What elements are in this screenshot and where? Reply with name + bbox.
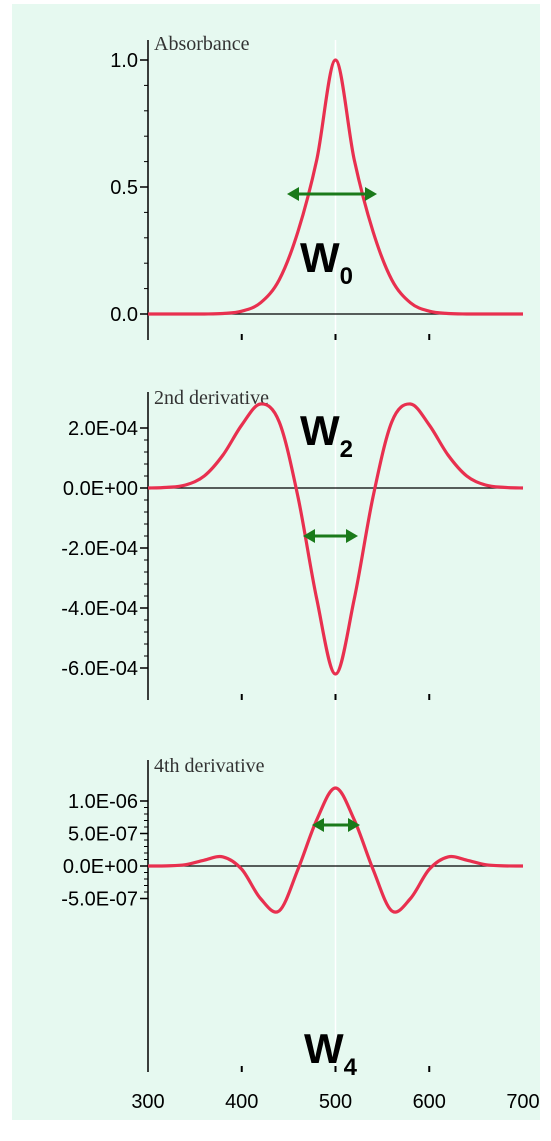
y-tick-label: 5.0E-07: [68, 824, 138, 846]
y-tick-label: -4.0E-04: [61, 598, 138, 620]
width-arrow: [287, 187, 377, 201]
arrow-head-left: [312, 818, 324, 832]
y-tick-label: -6.0E-04: [61, 658, 138, 680]
spectrum-curve: [147, 402, 524, 676]
y-tick-label: 0.0E+00: [63, 856, 138, 878]
spectrum-curve: [148, 58, 523, 316]
arrow-head-right: [365, 187, 377, 201]
arrow-head-left: [303, 529, 315, 543]
width-arrow: [303, 529, 358, 543]
panel-title: 4th derivative: [154, 755, 265, 777]
width-label: W0: [300, 234, 353, 290]
width-label: W2: [300, 407, 353, 463]
y-tick-label: 0.0: [110, 304, 138, 326]
x-tick-label: 400: [225, 1091, 258, 1113]
width-arrow: [312, 818, 360, 832]
y-tick-label: 1.0: [110, 50, 138, 72]
x-tick-label: 700: [506, 1091, 539, 1113]
y-tick-label: 0.5: [110, 177, 138, 199]
y-tick-label: -5.0E-07: [61, 889, 138, 911]
arrow-head-right: [348, 818, 360, 832]
y-tick-label: 2.0E-04: [68, 418, 138, 440]
x-tick-label: 500: [319, 1091, 352, 1113]
panel-title: Absorbance: [154, 33, 250, 55]
spectrum-curve: [147, 786, 524, 914]
y-tick-label: -2.0E-04: [61, 538, 138, 560]
width-label-subscript: 0: [340, 263, 353, 290]
x-tick-label: 300: [131, 1091, 164, 1113]
x-tick-label: 600: [413, 1091, 446, 1113]
width-label: W4: [304, 1025, 358, 1081]
width-label-subscript: 4: [344, 1054, 358, 1081]
y-tick-label: 0.0E+00: [63, 478, 138, 500]
width-label-subscript: 2: [340, 436, 353, 463]
arrow-head-left: [287, 187, 299, 201]
arrow-head-right: [346, 529, 358, 543]
y-tick-label: 1.0E-06: [68, 791, 138, 813]
panel-title: 2nd derivative: [154, 387, 269, 409]
plot-background: [12, 4, 540, 1120]
